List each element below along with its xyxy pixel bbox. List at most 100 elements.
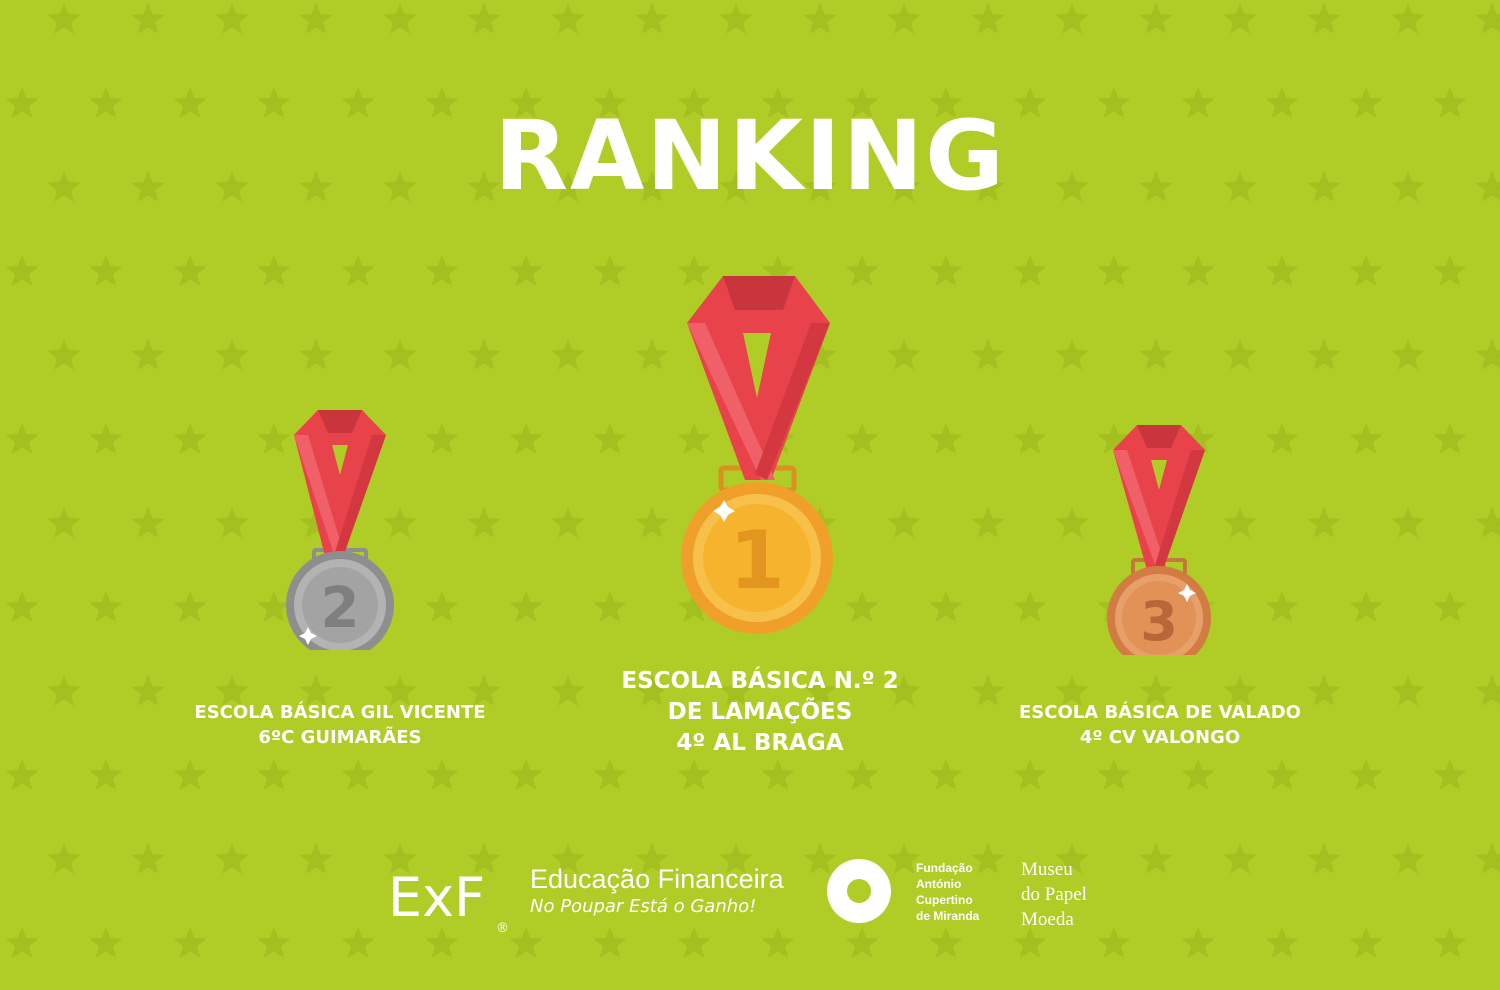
background-star xyxy=(593,87,627,118)
background-star xyxy=(89,927,123,958)
background-star xyxy=(1013,255,1047,286)
background-star xyxy=(719,171,753,202)
background-star xyxy=(803,3,837,34)
background-star xyxy=(47,507,81,538)
background-star xyxy=(47,3,81,34)
background-star xyxy=(1055,3,1089,34)
background-star xyxy=(509,759,543,790)
background-star xyxy=(1475,339,1500,370)
background-star xyxy=(1139,3,1173,34)
background-star xyxy=(131,171,165,202)
background-star xyxy=(425,591,459,622)
background-star xyxy=(89,255,123,286)
background-star xyxy=(929,591,963,622)
background-star xyxy=(551,507,585,538)
background-star xyxy=(1349,759,1383,790)
background-star xyxy=(845,423,879,454)
background-star xyxy=(719,843,753,874)
background-star xyxy=(1223,171,1257,202)
background-star xyxy=(1097,255,1131,286)
background-star xyxy=(383,843,417,874)
first-place-school: ESCOLA BÁSICA N.º 2 DE LAMAÇÕES 4º AL BR… xyxy=(530,666,990,759)
background-star xyxy=(47,171,81,202)
background-star xyxy=(1181,423,1215,454)
gold-medal-icon: 1 xyxy=(681,276,833,634)
background-star xyxy=(761,255,795,286)
background-star xyxy=(593,927,627,958)
background-star xyxy=(971,171,1005,202)
background-star xyxy=(89,759,123,790)
background-star xyxy=(425,255,459,286)
background-star xyxy=(1013,759,1047,790)
background-star xyxy=(89,591,123,622)
school-class-line: 4º CV VALONGO xyxy=(1079,727,1241,748)
background-star xyxy=(1097,927,1131,958)
background-star xyxy=(677,255,711,286)
background-star xyxy=(1391,507,1425,538)
background-star xyxy=(929,255,963,286)
background-star xyxy=(1223,675,1257,706)
background-star xyxy=(971,339,1005,370)
exf-brand-text: Educação Financeira No Poupar Está o Gan… xyxy=(530,864,784,920)
school-name-line: ESCOLA BÁSICA DE VALADO xyxy=(1019,702,1301,723)
background-star xyxy=(1181,255,1215,286)
background-star xyxy=(341,927,375,958)
background-star xyxy=(1097,423,1131,454)
background-star xyxy=(467,3,501,34)
background-star xyxy=(1433,927,1467,958)
background-star xyxy=(467,843,501,874)
background-star xyxy=(1391,3,1425,34)
background-star xyxy=(1055,507,1089,538)
page-title: RANKING xyxy=(494,100,1006,212)
background-star xyxy=(299,843,333,874)
background-star xyxy=(677,423,711,454)
background-star xyxy=(341,759,375,790)
background-star xyxy=(1223,507,1257,538)
background-star xyxy=(131,339,165,370)
background-star xyxy=(383,507,417,538)
background-star xyxy=(1433,423,1467,454)
exf-title: Educação Financeira xyxy=(530,864,784,894)
background-star xyxy=(215,507,249,538)
third-place-school: ESCOLA BÁSICA DE VALADO 4º CV VALONGO xyxy=(960,700,1360,750)
background-star xyxy=(677,591,711,622)
background-star xyxy=(509,255,543,286)
background-star xyxy=(635,675,669,706)
background-star xyxy=(1475,675,1500,706)
background-star xyxy=(1139,339,1173,370)
background-star xyxy=(1265,927,1299,958)
background-star xyxy=(5,255,39,286)
background-star xyxy=(803,843,837,874)
background-star xyxy=(1475,507,1500,538)
background-star xyxy=(1223,843,1257,874)
background-star xyxy=(5,423,39,454)
school-name-line: ESCOLA BÁSICA N.º 2 xyxy=(621,668,899,694)
background-star xyxy=(257,87,291,118)
background-star xyxy=(341,87,375,118)
background-star xyxy=(1097,87,1131,118)
background-star xyxy=(803,171,837,202)
background-star xyxy=(257,927,291,958)
background-star xyxy=(131,843,165,874)
background-star xyxy=(1307,843,1341,874)
background-star xyxy=(509,927,543,958)
background-star xyxy=(257,591,291,622)
background-star xyxy=(467,171,501,202)
background-star xyxy=(467,507,501,538)
background-star xyxy=(635,171,669,202)
background-star xyxy=(887,843,921,874)
background-star xyxy=(1433,87,1467,118)
background-star xyxy=(257,423,291,454)
background-star xyxy=(803,339,837,370)
background-star xyxy=(1139,675,1173,706)
background-star xyxy=(425,927,459,958)
background-star xyxy=(845,87,879,118)
background-star xyxy=(215,171,249,202)
background-star xyxy=(89,423,123,454)
background-star xyxy=(1181,759,1215,790)
background-star xyxy=(551,171,585,202)
background-star xyxy=(929,927,963,958)
background-star xyxy=(467,675,501,706)
exf-slogan: No Poupar Está o Ganho! xyxy=(530,896,757,917)
